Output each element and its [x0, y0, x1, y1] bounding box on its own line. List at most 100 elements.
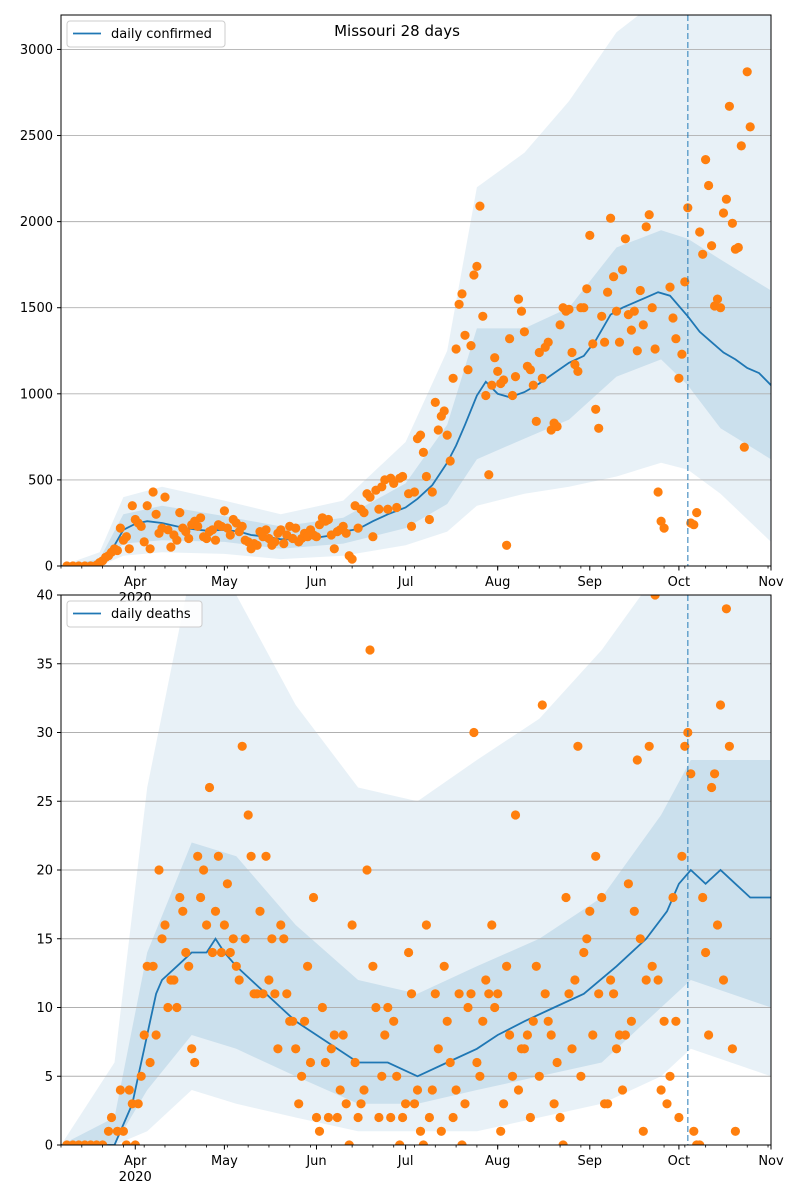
- observed-point: [460, 330, 470, 340]
- observed-point: [617, 1085, 628, 1095]
- observed-point: [701, 947, 711, 958]
- observed-point: [127, 501, 137, 511]
- observed-point: [142, 501, 152, 511]
- observed-point: [409, 1099, 420, 1109]
- observed-point: [496, 1126, 506, 1136]
- x-tick-year-label: 2020: [119, 1170, 152, 1185]
- observed-point: [712, 294, 723, 304]
- observed-point: [196, 892, 206, 903]
- observed-point: [219, 506, 229, 516]
- observed-point: [332, 1112, 342, 1123]
- observed-point: [112, 545, 122, 556]
- observed-point: [582, 284, 592, 294]
- observed-point: [326, 1044, 336, 1054]
- observed-point: [457, 289, 467, 299]
- observed-point: [255, 906, 265, 916]
- observed-point: [718, 975, 729, 985]
- observed-point: [121, 1140, 131, 1145]
- observed-point: [606, 975, 616, 985]
- observed-point: [609, 272, 619, 282]
- observed-point: [329, 1030, 339, 1040]
- observed-point: [207, 947, 218, 958]
- observed-point: [487, 920, 497, 930]
- observed-point: [276, 525, 286, 535]
- observed-point: [573, 366, 583, 376]
- observed-point: [246, 851, 256, 861]
- observed-point: [721, 194, 732, 204]
- observed-point: [579, 303, 589, 313]
- observed-point: [338, 1030, 348, 1040]
- observed-point: [472, 1057, 482, 1068]
- observed-point: [374, 1112, 384, 1123]
- y-tick-label: 0: [45, 560, 53, 575]
- observed-point: [626, 1016, 637, 1026]
- observed-point: [398, 1112, 408, 1123]
- observed-point: [163, 525, 173, 535]
- x-tick-label: Aug: [485, 1154, 510, 1169]
- x-tick-label: Nov: [758, 575, 784, 590]
- observed-point: [225, 947, 235, 958]
- points-layer: [62, 595, 741, 1145]
- observed-point: [478, 1016, 488, 1026]
- observed-point: [308, 892, 319, 903]
- observed-point: [305, 1057, 316, 1068]
- observed-point: [614, 337, 625, 347]
- observed-point: [193, 851, 203, 861]
- observed-point: [552, 1057, 562, 1068]
- observed-point: [181, 527, 191, 537]
- observed-point: [733, 242, 743, 253]
- observed-point: [231, 961, 241, 971]
- observed-point: [130, 1140, 140, 1145]
- observed-point: [374, 504, 384, 514]
- observed-point: [190, 1057, 200, 1068]
- observed-point: [736, 141, 746, 151]
- observed-point: [484, 470, 494, 480]
- observed-point: [329, 544, 339, 554]
- observed-point: [543, 1016, 553, 1026]
- observed-point: [528, 380, 538, 390]
- observed-point: [478, 311, 488, 321]
- observed-point: [139, 1030, 149, 1040]
- observed-point: [730, 1126, 741, 1136]
- observed-point: [650, 595, 660, 600]
- observed-point: [695, 1140, 705, 1145]
- x-tick-label: Aug: [485, 575, 510, 590]
- observed-point: [124, 1085, 134, 1095]
- observed-point: [160, 920, 170, 930]
- observed-point: [469, 727, 479, 738]
- observed-point: [300, 1016, 310, 1026]
- observed-point: [225, 530, 235, 540]
- observed-point: [427, 1085, 437, 1095]
- observed-point: [252, 540, 262, 550]
- observed-point: [184, 961, 194, 971]
- observed-point: [202, 920, 212, 930]
- observed-point: [677, 851, 687, 861]
- observed-point: [629, 306, 639, 316]
- observed-point: [513, 294, 524, 304]
- observed-point: [671, 1016, 681, 1026]
- observed-point: [368, 532, 378, 542]
- observed-point: [219, 920, 229, 930]
- observed-point: [724, 101, 735, 111]
- y-tick-label: 3000: [20, 43, 53, 58]
- observed-point: [181, 947, 191, 958]
- observed-point: [380, 1030, 390, 1040]
- y-tick-label: 2000: [20, 215, 53, 230]
- observed-point: [659, 1016, 669, 1026]
- observed-point: [237, 741, 247, 751]
- line-layer: [61, 868, 771, 1145]
- observed-point: [377, 482, 387, 492]
- observed-point: [558, 1140, 568, 1145]
- observed-point: [383, 1002, 393, 1013]
- observed-point: [365, 645, 375, 655]
- observed-point: [540, 989, 550, 999]
- observed-point: [457, 1140, 467, 1145]
- y-tick-label: 1500: [20, 301, 53, 316]
- observed-point: [463, 1002, 473, 1013]
- observed-point: [671, 334, 681, 344]
- observed-point: [317, 1002, 327, 1013]
- observed-point: [356, 1099, 366, 1109]
- observed-point: [597, 892, 607, 903]
